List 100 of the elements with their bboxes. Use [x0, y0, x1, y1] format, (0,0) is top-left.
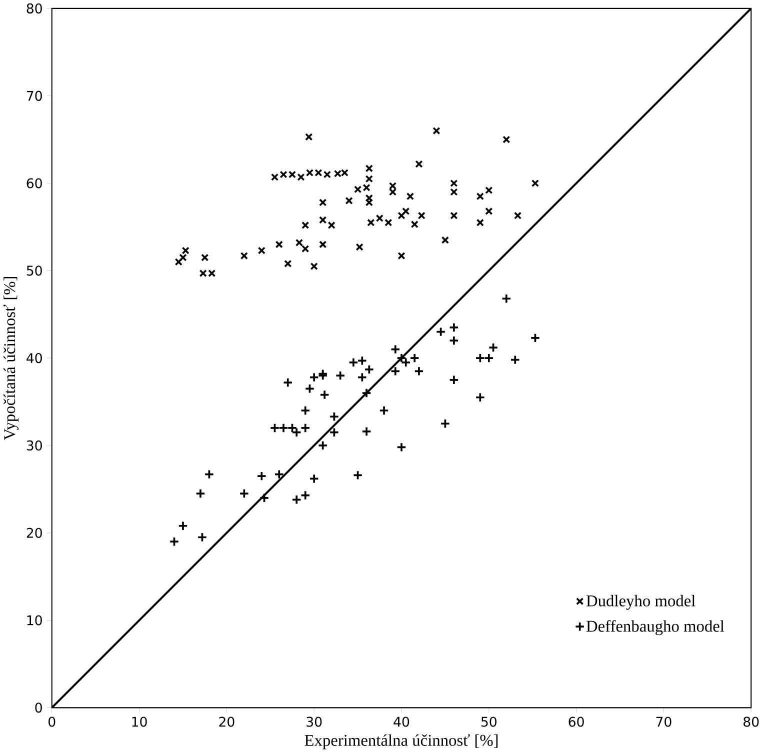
point: [259, 493, 270, 504]
point: [201, 254, 209, 262]
point: [362, 426, 372, 437]
point: [367, 218, 375, 227]
point: [309, 372, 320, 382]
point: [195, 488, 206, 499]
y-tick-label: 40: [26, 353, 42, 364]
point: [448, 336, 459, 346]
y-axis-title: Vypočítaná účinnosť [%]: [3, 277, 19, 440]
x-tick-label: 30: [306, 716, 322, 727]
point: [329, 428, 340, 438]
point: [485, 186, 493, 194]
point: [319, 216, 327, 224]
point: [302, 245, 310, 253]
point: [348, 358, 358, 368]
legend-label: Dudleyho model: [586, 595, 696, 610]
point: [319, 198, 327, 206]
y-tick-label: 60: [26, 178, 42, 188]
point: [398, 212, 406, 220]
x-tick-label: 0: [48, 716, 56, 727]
point: [300, 490, 310, 500]
point: [357, 372, 368, 382]
point: [295, 239, 304, 247]
point: [300, 406, 310, 416]
y-tick-label: 50: [26, 266, 42, 276]
point: [239, 488, 250, 499]
point: [414, 366, 424, 376]
point: [357, 356, 368, 366]
point: [510, 354, 520, 366]
point: [204, 469, 214, 480]
point: [448, 375, 459, 386]
x-axis-title: Experimentálna účinnosť [%]: [304, 734, 498, 750]
point: [402, 208, 410, 216]
point: [396, 442, 407, 452]
point: [450, 212, 458, 220]
point: [356, 243, 364, 252]
point: [501, 294, 512, 304]
point: [476, 218, 484, 227]
point: [488, 342, 498, 353]
y-tick-label: 20: [26, 528, 42, 538]
point: [484, 353, 494, 364]
point: [362, 388, 372, 398]
point: [415, 160, 423, 168]
point: [531, 180, 540, 188]
legend-label: Deffenbaugho model: [586, 620, 724, 636]
x-tick-label: 60: [568, 716, 584, 727]
point: [450, 188, 458, 196]
point: [514, 212, 522, 220]
point: [390, 366, 400, 376]
point: [320, 390, 330, 400]
point: [302, 222, 310, 230]
point: [378, 406, 390, 416]
point: [328, 222, 336, 230]
point: [410, 220, 418, 228]
x-tick-label: 70: [656, 716, 672, 727]
x-tick-label: 50: [481, 716, 496, 727]
point: [274, 469, 284, 480]
point: [270, 173, 279, 182]
point: [310, 262, 318, 270]
point: [352, 470, 363, 480]
point: [475, 392, 486, 403]
point: [179, 254, 187, 262]
point: [398, 252, 406, 260]
point: [441, 236, 450, 244]
point: [365, 175, 373, 183]
point: [304, 384, 315, 394]
point: [292, 494, 302, 505]
point: [485, 208, 493, 216]
point: [278, 423, 289, 434]
point: [450, 180, 458, 188]
point: [318, 440, 328, 451]
point: [197, 532, 208, 542]
y-tick-label: 80: [26, 4, 42, 14]
point: [406, 192, 414, 200]
point: [365, 198, 373, 206]
point: [284, 260, 292, 268]
point: [365, 164, 373, 172]
point: [178, 521, 188, 532]
point: [448, 322, 459, 333]
point: [475, 353, 486, 364]
point: [270, 423, 280, 434]
y-tick-label: 0: [35, 702, 42, 713]
point: [384, 218, 392, 227]
point: [388, 182, 397, 190]
point: [390, 344, 400, 355]
x-tick-label: 80: [744, 716, 759, 727]
x-tick-label: 20: [219, 716, 234, 727]
point: [275, 240, 283, 248]
point: [440, 418, 450, 429]
point: [309, 474, 320, 484]
point: [502, 136, 510, 144]
y-tick-label: 10: [27, 615, 42, 626]
y-tick-label: 70: [26, 90, 42, 102]
y-tick-label: 30: [26, 440, 42, 451]
point: [376, 214, 384, 222]
point: [174, 258, 182, 266]
point: [329, 412, 340, 422]
point: [476, 192, 484, 200]
point: [319, 240, 327, 248]
point: [256, 471, 267, 482]
